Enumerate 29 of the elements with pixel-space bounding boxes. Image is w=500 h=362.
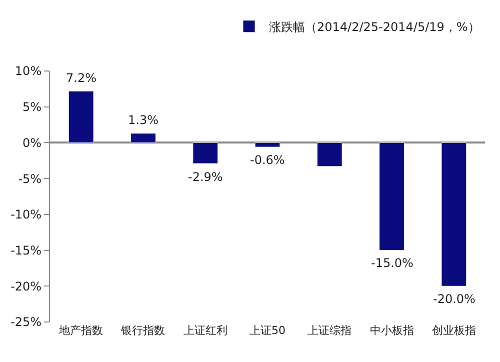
bar bbox=[379, 142, 404, 251]
y-tick-label: -5% bbox=[18, 172, 42, 186]
y-tick-label: 5% bbox=[22, 100, 42, 114]
x-tick-label: 创业板指 bbox=[432, 324, 476, 337]
y-tick-label: -10% bbox=[10, 208, 42, 222]
bar bbox=[68, 90, 94, 143]
x-tick-label: 上证红利 bbox=[183, 324, 228, 337]
y-tick-label: -15% bbox=[10, 243, 42, 258]
data-label: -2.9% bbox=[188, 170, 223, 184]
bar bbox=[192, 142, 218, 164]
data-label: -20.0% bbox=[433, 292, 476, 306]
y-tick-label: 0% bbox=[22, 136, 42, 150]
legend-label: 涨跌幅（2014/2/25-2014/5/19，%） bbox=[269, 20, 480, 34]
x-tick-label: 上证50 bbox=[250, 324, 286, 337]
data-label: -15.0% bbox=[371, 256, 414, 270]
x-tick-label: 上证综指 bbox=[308, 324, 352, 337]
data-label: 1.3% bbox=[128, 113, 158, 127]
x-tick-label: 银行指数 bbox=[120, 324, 166, 337]
data-label: -0.6% bbox=[250, 153, 285, 167]
bar bbox=[130, 133, 156, 143]
y-tick-label: -25% bbox=[10, 315, 42, 330]
x-tick-label: 中小板指 bbox=[370, 324, 414, 337]
y-tick-label: -20% bbox=[10, 279, 42, 294]
bar bbox=[441, 142, 467, 286]
x-tick-label: 地产指数 bbox=[58, 324, 104, 337]
bar bbox=[316, 142, 342, 167]
data-label: 7.2% bbox=[66, 71, 96, 85]
bar bbox=[254, 142, 280, 148]
y-tick-label: 10% bbox=[14, 64, 42, 78]
